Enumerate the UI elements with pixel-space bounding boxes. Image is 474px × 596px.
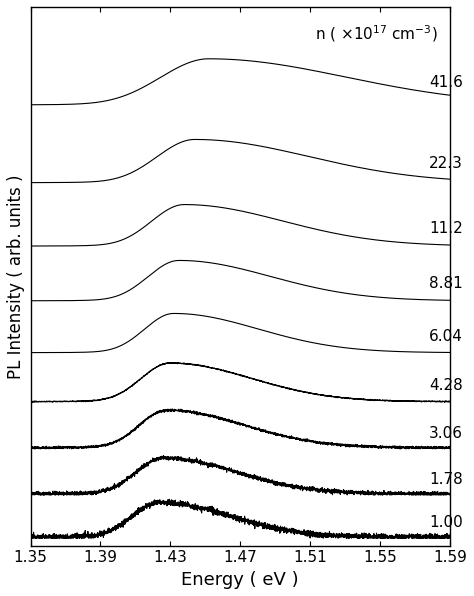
Text: 8.81: 8.81: [429, 276, 463, 291]
Text: 11.2: 11.2: [429, 221, 463, 236]
Text: n ( $\times$10$^{17}$ cm$^{-3}$): n ( $\times$10$^{17}$ cm$^{-3}$): [315, 23, 438, 44]
Text: 3.06: 3.06: [429, 426, 463, 441]
Y-axis label: PL Intensity ( arb. units ): PL Intensity ( arb. units ): [7, 174, 25, 378]
Text: 41.6: 41.6: [429, 76, 463, 91]
Text: 6.04: 6.04: [429, 329, 463, 344]
Text: 22.3: 22.3: [429, 156, 463, 171]
Text: 1.00: 1.00: [429, 515, 463, 530]
Text: 4.28: 4.28: [429, 378, 463, 393]
Text: 1.78: 1.78: [429, 472, 463, 487]
X-axis label: Energy ( eV ): Energy ( eV ): [182, 571, 299, 589]
